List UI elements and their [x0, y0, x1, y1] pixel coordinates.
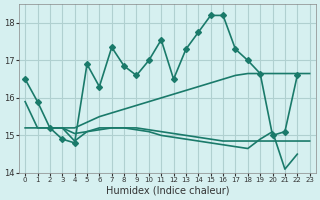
X-axis label: Humidex (Indice chaleur): Humidex (Indice chaleur)	[106, 186, 229, 196]
